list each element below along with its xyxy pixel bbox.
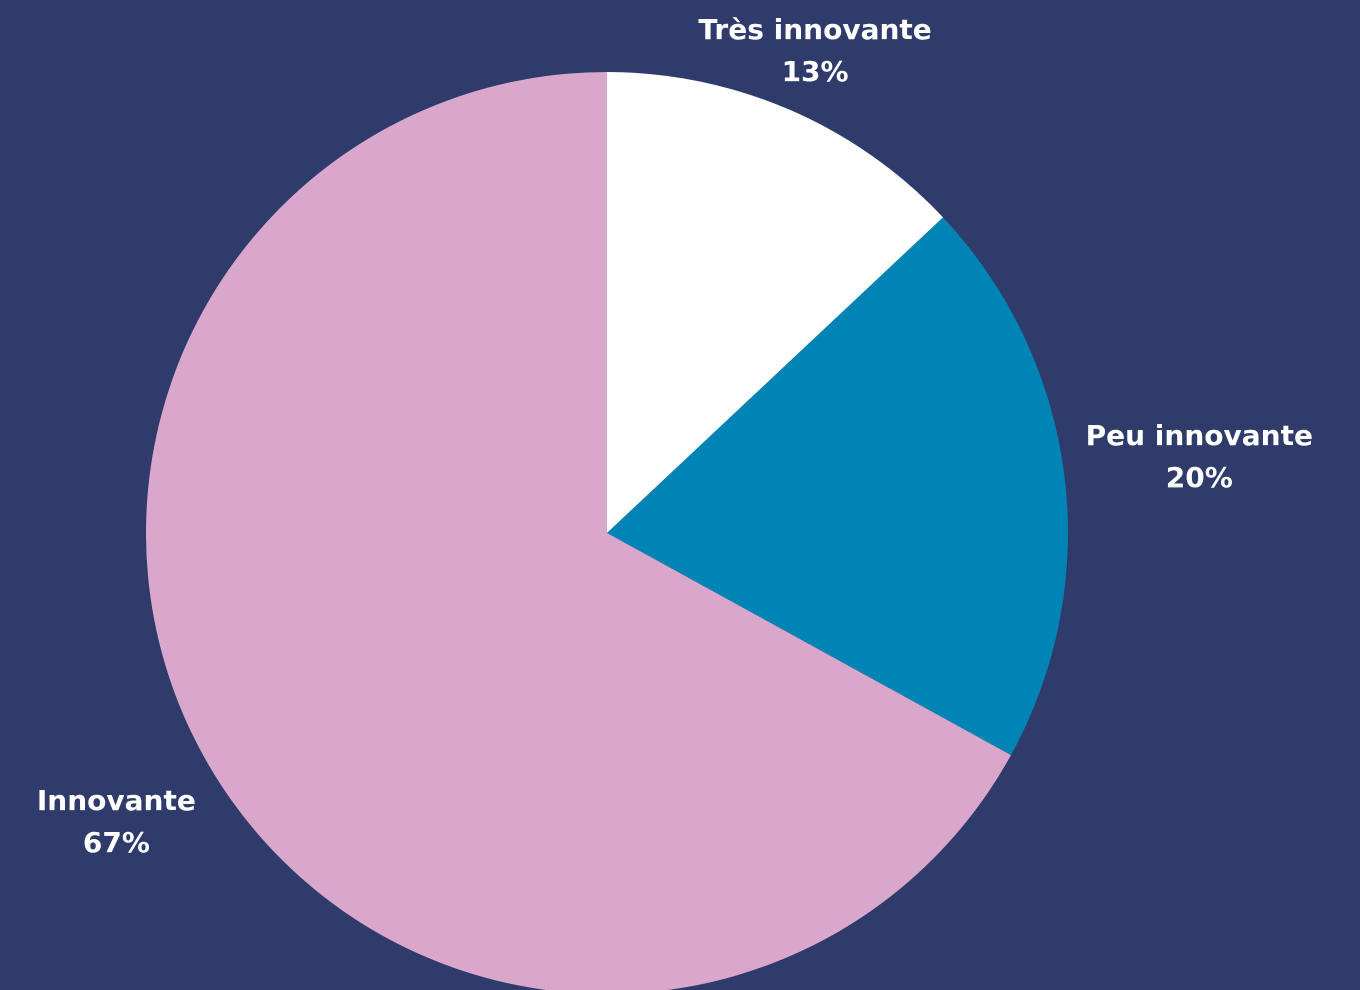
slice-label: Peu innovante xyxy=(1086,419,1313,452)
pie-slice xyxy=(146,72,1011,990)
slice-value-label: 67% xyxy=(83,826,150,859)
slice-value-label: 20% xyxy=(1166,461,1233,494)
pie-slice xyxy=(607,72,944,533)
slice-value-label: 13% xyxy=(782,55,849,88)
slice-label: Innovante xyxy=(37,784,196,817)
slice-label: Très innovante xyxy=(698,13,931,46)
pie-slice xyxy=(607,217,1068,756)
